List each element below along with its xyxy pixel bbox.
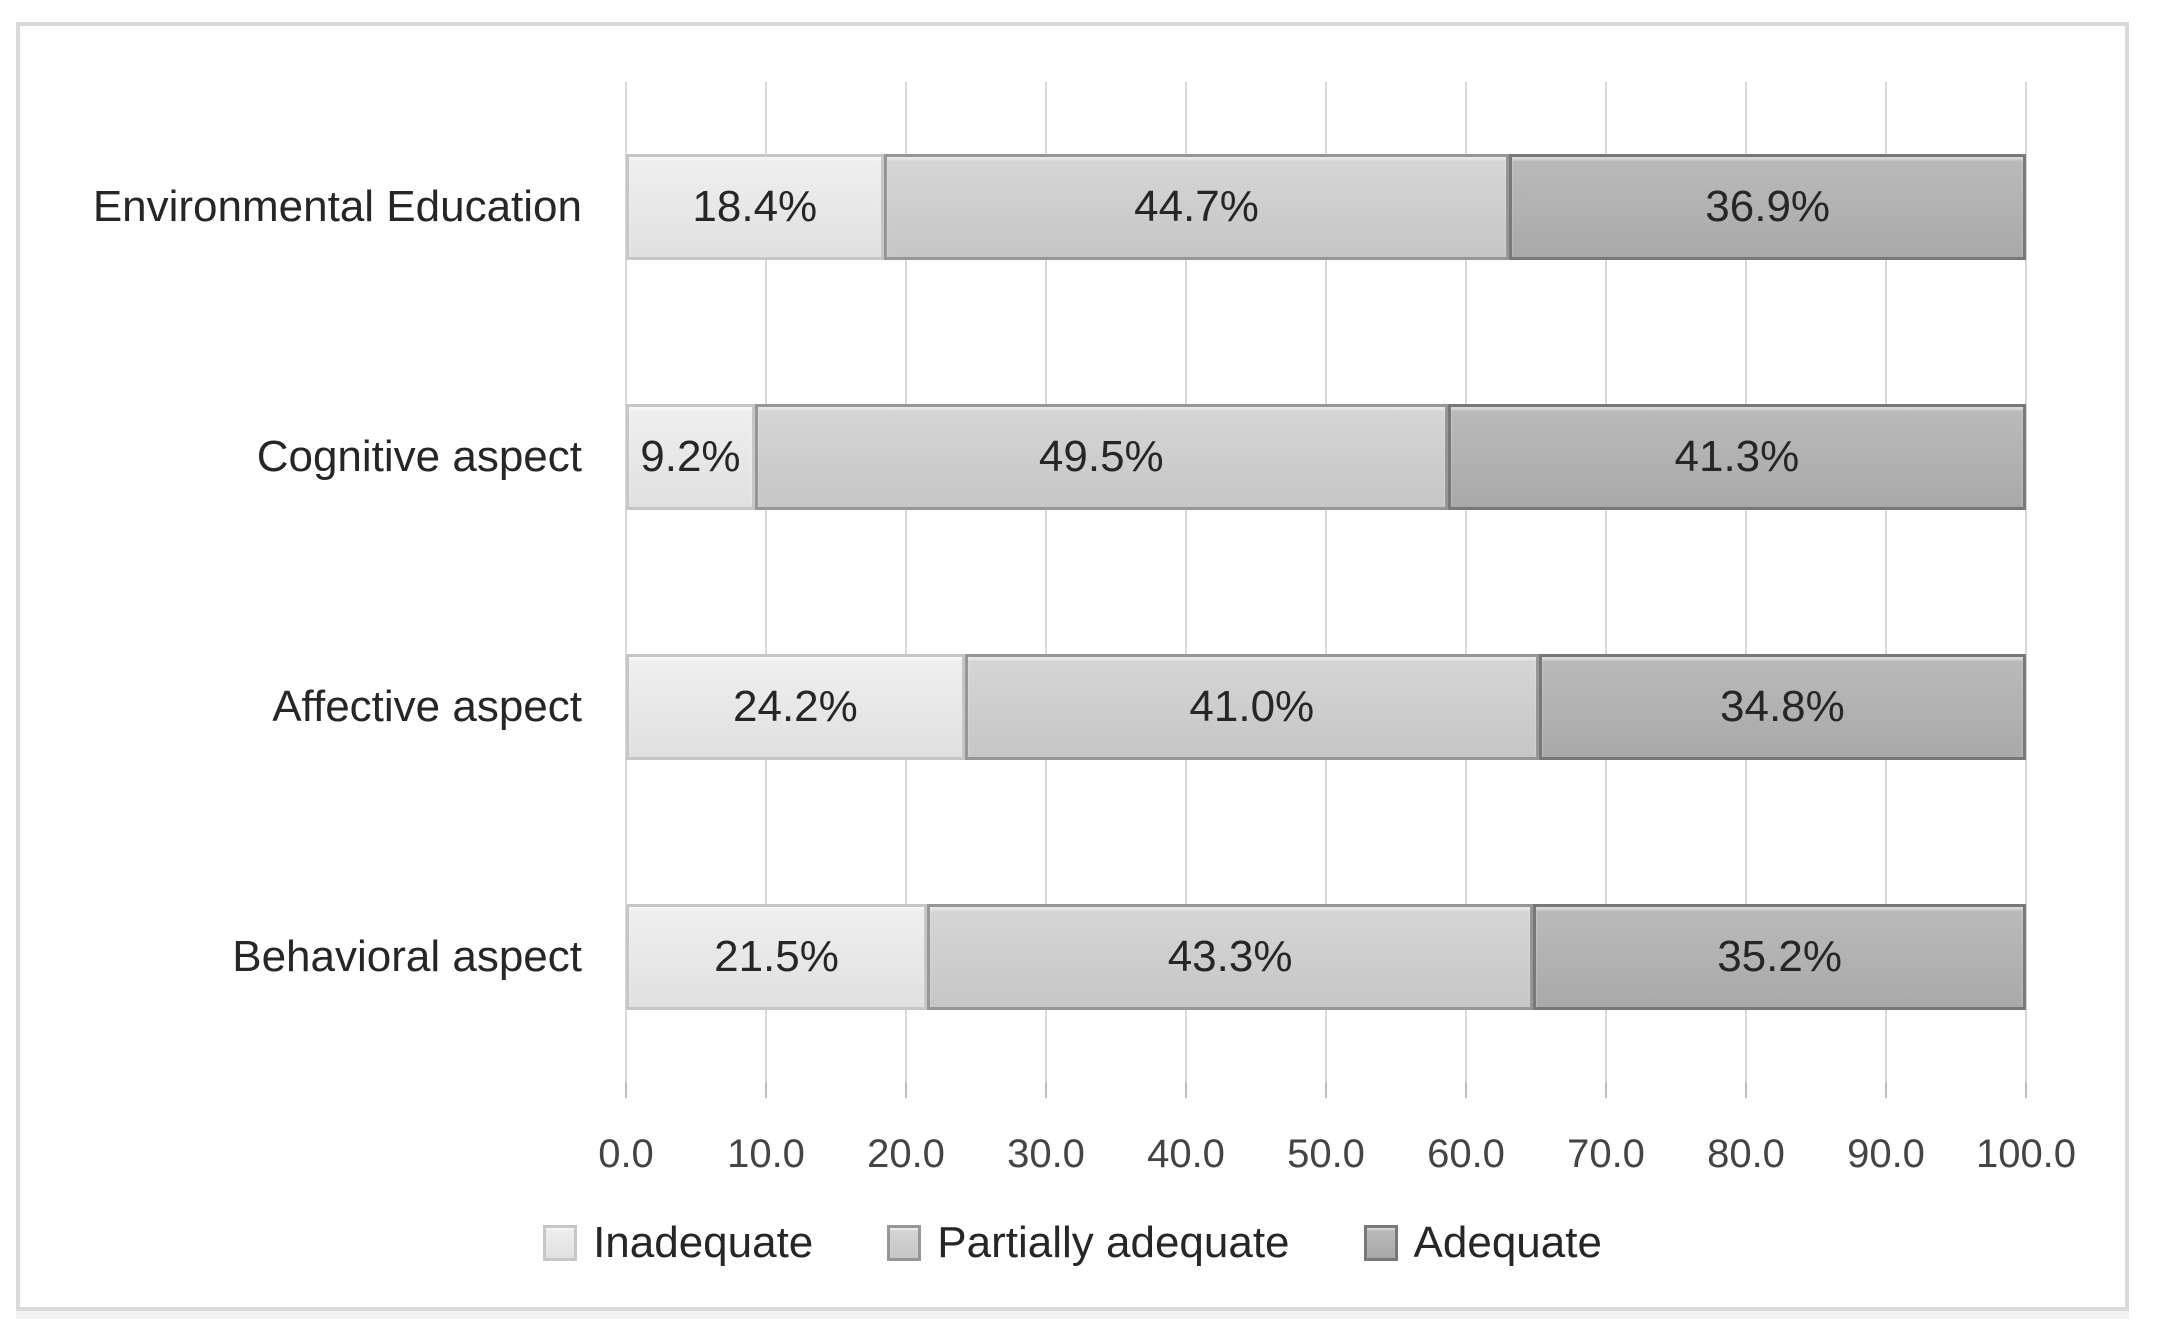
axis-tick [765,1082,767,1098]
bar-row: 9.2% 49.5% 41.3% [626,404,2026,510]
chart-frame: 18.4% 44.7% 36.9% 9.2% 49.5% 41.3% 24.2% 41.0% 3… [16,22,2129,1311]
x-tick-label: 0.0 [598,1132,654,1176]
data-label: 35.2% [1717,932,1842,981]
gridline [1465,82,1467,1082]
legend-label: Partially adequate [937,1218,1290,1267]
legend-item: Partially adequate [887,1218,1290,1268]
legend-item: Adequate [1363,1218,1602,1268]
gridline [1185,82,1187,1082]
legend-swatch-icon [887,1225,922,1261]
axis-tick [1185,1082,1187,1098]
data-label: 9.2% [640,432,741,481]
data-label: 41.0% [1189,682,1315,731]
x-tick-label: 50.0 [1287,1132,1365,1176]
data-label: 34.8% [1720,682,1845,731]
axis-tick [1325,1082,1327,1098]
x-tick-label: 60.0 [1427,1132,1505,1176]
x-tick-label: 100.0 [1975,1132,2077,1176]
data-label: 36.9% [1705,182,1831,231]
data-label: 24.2% [733,682,858,731]
category-label: Cognitive aspect [256,432,582,481]
gridline [2025,82,2027,1082]
data-label: 21.5% [714,932,839,981]
bar-segment-partially-adequate: 43.3% [927,904,1534,1010]
bar-row: 24.2% 41.0% 34.8% [626,654,2026,760]
axis-tick [625,1082,627,1098]
bar-segment-adequate: 35.2% [1533,904,2026,1010]
axis-tick [1045,1082,1047,1098]
plot-area: 18.4% 44.7% 36.9% 9.2% 49.5% 41.3% 24.2% 41.0% 3… [625,82,2027,1098]
x-tick-label: 10.0 [727,1132,805,1176]
bar-segment-adequate: 36.9% [1509,154,2026,260]
axis-tick [1745,1082,1747,1098]
gridline [1605,82,1607,1082]
data-label: 44.7% [1134,182,1259,231]
legend-swatch-icon [1363,1225,1398,1261]
x-tick-label: 20.0 [867,1132,945,1176]
bar-row: 18.4% 44.7% 36.9% [626,154,2026,260]
data-label: 49.5% [1038,432,1164,481]
data-label: 43.3% [1167,932,1293,981]
legend-item: Inadequate [543,1218,813,1268]
gridline [1885,82,1887,1082]
bar-segment-inadequate: 21.5% [626,904,927,1010]
bar-segment-partially-adequate: 49.5% [754,404,1448,510]
x-tick-label: 40.0 [1147,1132,1225,1176]
gridline [1325,82,1327,1082]
gridline [1745,82,1747,1082]
legend-label: Inadequate [593,1218,814,1267]
axis-tick [1465,1082,1467,1098]
data-label: 18.4% [692,182,818,231]
bar-segment-inadequate: 18.4% [626,154,884,260]
x-tick-label: 90.0 [1847,1132,1925,1176]
legend-swatch-icon [543,1225,578,1261]
gridline [905,82,907,1082]
category-label: Environmental Education [92,182,582,231]
axis-tick [2025,1082,2027,1098]
x-tick-label: 70.0 [1567,1132,1645,1176]
category-label: Behavioral aspect [232,932,582,981]
gridline [765,82,767,1082]
bar-segment-inadequate: 9.2% [626,404,755,510]
bar-segment-adequate: 41.3% [1447,404,2026,510]
bar-segment-partially-adequate: 41.0% [964,654,1539,760]
category-label: Affective aspect [272,682,582,731]
gridline [625,82,627,1082]
legend-label: Adequate [1413,1218,1602,1267]
axis-tick [905,1082,907,1098]
bar-row: 21.5% 43.3% 35.2% [626,904,2026,1010]
bar-segment-adequate: 34.8% [1538,654,2026,760]
bar-segment-inadequate: 24.2% [626,654,965,760]
gridline [1045,82,1047,1082]
bar-segment-partially-adequate: 44.7% [883,154,1510,260]
x-tick-label: 30.0 [1007,1132,1085,1176]
axis-tick [1605,1082,1607,1098]
x-tick-label: 80.0 [1707,1132,1785,1176]
legend: Inadequate Partially adequate Adequate [20,1218,2125,1268]
axis-tick [1885,1082,1887,1098]
data-label: 41.3% [1674,432,1800,481]
